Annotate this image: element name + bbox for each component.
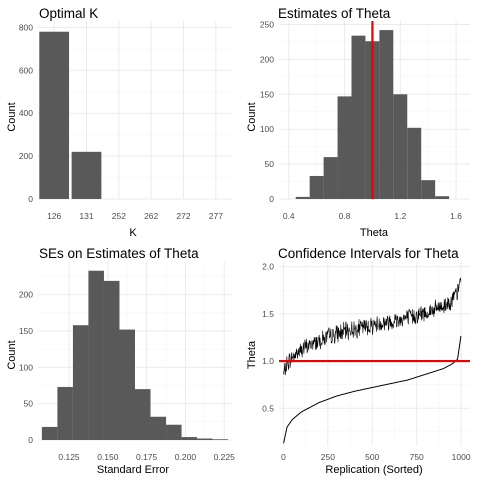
y-axis-title: Count	[6, 102, 18, 131]
x-tick-label: 272	[176, 211, 190, 221]
histogram-bar	[135, 389, 151, 440]
y-tick-label: 400	[19, 108, 33, 118]
histogram-bar	[103, 280, 120, 440]
y-axis-title: Count	[6, 340, 18, 369]
x-axis-title: Standard Error	[97, 464, 169, 476]
bar-marks	[41, 270, 229, 440]
y-tick-label: 100	[260, 124, 274, 134]
histogram-bar	[88, 270, 104, 440]
histogram-bar	[393, 94, 408, 199]
panel-title: SEs on Estimates of Theta	[39, 246, 199, 261]
x-tick-label: 1.6	[450, 211, 462, 221]
histogram-bar	[337, 96, 352, 199]
x-tick-label: 750	[410, 452, 424, 462]
histogram-bar	[197, 438, 213, 440]
ci-upper-line	[283, 277, 462, 376]
histogram-bar	[166, 424, 182, 440]
x-axis-title: K	[129, 227, 137, 239]
x-tick-label: 500	[365, 452, 379, 462]
x-tick-label: 1000	[452, 452, 471, 462]
tick-labels: 0 50 100 150 200 0.125 0.150 0.175 0.200 0.225	[19, 290, 235, 462]
y-tick-label: 200	[19, 290, 33, 300]
histogram-bar	[212, 439, 229, 440]
bar	[39, 31, 70, 200]
y-tick-label: 600	[19, 65, 33, 75]
y-tick-label: 0.5	[262, 403, 274, 413]
histogram-bar	[150, 416, 167, 440]
histogram-bar	[351, 35, 366, 199]
bar-marks	[39, 31, 102, 200]
x-tick-label: 126	[47, 211, 61, 221]
x-tick-label: 0.8	[339, 211, 351, 221]
histogram-bar	[421, 180, 436, 199]
y-tick-label: 200	[19, 151, 33, 161]
histogram-bar	[435, 196, 450, 199]
histogram-bar	[72, 325, 89, 440]
y-tick-label: 800	[19, 22, 33, 32]
x-tick-label: 0.125	[58, 452, 80, 462]
panel-estimates-of-theta: 0 50 100 150 200 250 0.4 0.8 1.2 1.6 Estimates of…	[246, 6, 470, 239]
y-tick-label: 0	[28, 435, 33, 445]
x-tick-label: 0.150	[97, 452, 119, 462]
y-tick-label: 1.0	[262, 356, 274, 366]
x-tick-label: 0.225	[214, 452, 236, 462]
histogram-bar	[57, 386, 73, 440]
y-tick-label: 2.0	[262, 262, 274, 272]
histogram-bar	[41, 426, 58, 440]
bar	[71, 151, 102, 199]
panel-title: Optimal K	[39, 6, 98, 21]
histogram-bar	[181, 437, 198, 440]
y-tick-label: 50	[24, 399, 34, 409]
x-tick-label: 131	[79, 211, 93, 221]
y-axis-title: Theta	[246, 340, 258, 369]
tick-labels: 0 50 100 150 200 250 0.4 0.8 1.2 1.6	[260, 19, 462, 221]
y-tick-label: 100	[19, 362, 33, 372]
estimate-line	[283, 335, 462, 444]
y-tick-label: 150	[260, 89, 274, 99]
panel-title: Confidence Intervals for Theta	[278, 246, 459, 261]
y-axis-title: Count	[246, 102, 258, 131]
x-tick-label: 0.175	[136, 452, 158, 462]
x-tick-label: 0.4	[283, 211, 295, 221]
y-tick-label: 50	[265, 159, 275, 169]
y-tick-label: 250	[260, 19, 274, 29]
panel-confidence-intervals: 0.5 1.0 1.5 2.0 0 250 500 750 1000 Confidence In…	[246, 246, 471, 476]
x-tick-label: 250	[321, 452, 335, 462]
y-tick-label: 1.5	[262, 309, 274, 319]
y-tick-label: 200	[260, 54, 274, 64]
panel-title: Estimates of Theta	[278, 6, 391, 21]
histogram-bar	[309, 175, 324, 199]
histogram-bar	[119, 329, 135, 440]
x-tick-label: 0.200	[175, 452, 197, 462]
histogram-bar	[295, 196, 310, 199]
y-tick-label: 0	[269, 194, 274, 204]
tick-labels: 0 200 400 600 800 126 131 252 262 272 277	[19, 22, 223, 221]
histogram-bar	[379, 30, 394, 200]
x-tick-label: 0	[281, 452, 286, 462]
x-tick-label: 262	[144, 211, 158, 221]
y-tick-label: 0	[28, 194, 33, 204]
ci-line-marks	[279, 277, 470, 444]
x-tick-label: 277	[209, 211, 223, 221]
bar-marks	[295, 21, 450, 200]
tick-labels: 0.5 1.0 1.5 2.0 0 250 500 750 1000	[262, 262, 471, 462]
panel-ses-on-estimates: 0 50 100 150 200 0.125 0.150 0.175 0.200 0.225 SE…	[6, 246, 235, 476]
x-axis-title: Replication (Sorted)	[325, 464, 422, 476]
x-tick-label: 252	[112, 211, 126, 221]
y-tick-label: 150	[19, 326, 33, 336]
x-tick-label: 1.2	[394, 211, 406, 221]
panel-optimal-k: 0 200 400 600 800 126 131 252 262 272 277 Optimal …	[6, 6, 232, 239]
histogram-bar	[323, 157, 338, 199]
x-axis-title: Theta	[360, 227, 389, 239]
histogram-bar	[407, 127, 422, 199]
